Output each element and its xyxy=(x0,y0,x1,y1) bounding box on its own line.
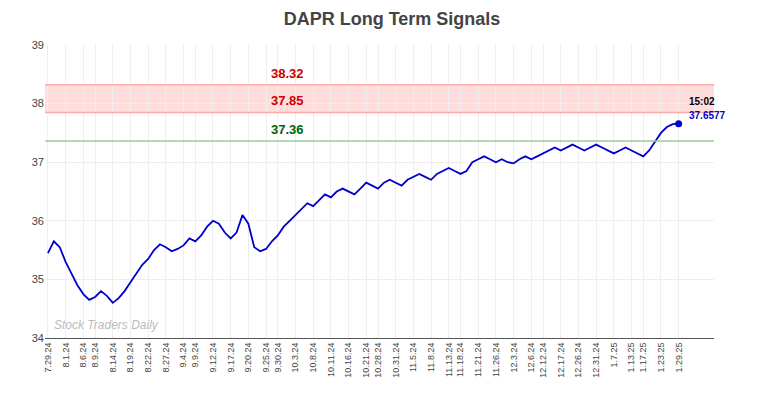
svg-text:12.31.24: 12.31.24 xyxy=(591,343,601,378)
svg-text:11.5.24: 11.5.24 xyxy=(408,343,418,372)
svg-text:7.29.24: 7.29.24 xyxy=(43,343,53,373)
svg-text:1.17.25: 1.17.25 xyxy=(638,343,648,373)
svg-text:12.26.24: 12.26.24 xyxy=(573,343,583,378)
svg-text:8.27.24: 8.27.24 xyxy=(161,343,171,373)
svg-text:10.28.24: 10.28.24 xyxy=(373,343,383,378)
svg-text:DAPR Long Term Signals: DAPR Long Term Signals xyxy=(284,9,501,29)
svg-text:9.12.24: 9.12.24 xyxy=(208,343,218,373)
svg-text:9.17.24: 9.17.24 xyxy=(226,343,236,373)
svg-text:12.3.24: 12.3.24 xyxy=(509,343,519,373)
svg-text:8.14.24: 8.14.24 xyxy=(108,343,118,373)
svg-text:10.16.24: 10.16.24 xyxy=(343,343,353,378)
svg-text:9.30.24: 9.30.24 xyxy=(273,343,283,373)
svg-text:9.20.24: 9.20.24 xyxy=(243,343,253,373)
svg-text:37.36: 37.36 xyxy=(271,122,304,137)
svg-text:8.1.24: 8.1.24 xyxy=(61,343,71,368)
svg-text:8.6.24: 8.6.24 xyxy=(78,343,88,368)
svg-text:36: 36 xyxy=(32,215,44,227)
svg-text:38.32: 38.32 xyxy=(271,66,304,81)
svg-text:12.17.24: 12.17.24 xyxy=(556,343,566,378)
svg-text:34: 34 xyxy=(32,332,44,344)
svg-text:1.13.25: 1.13.25 xyxy=(626,343,636,373)
svg-text:11.8.24: 11.8.24 xyxy=(426,343,436,372)
svg-text:12.12.24: 12.12.24 xyxy=(538,343,548,378)
svg-text:37.85: 37.85 xyxy=(271,93,304,108)
svg-text:10.31.24: 10.31.24 xyxy=(391,343,401,378)
svg-text:37: 37 xyxy=(32,156,44,168)
svg-text:35: 35 xyxy=(32,273,44,285)
svg-text:38: 38 xyxy=(32,97,44,109)
svg-text:1.29.25: 1.29.25 xyxy=(674,343,684,373)
svg-text:37.6577: 37.6577 xyxy=(689,110,726,121)
svg-text:8.19.24: 8.19.24 xyxy=(125,343,135,373)
svg-text:10.11.24: 10.11.24 xyxy=(326,343,336,377)
svg-text:9.25.24: 9.25.24 xyxy=(261,343,271,373)
svg-text:11.18.24: 11.18.24 xyxy=(455,343,465,377)
svg-text:15:02: 15:02 xyxy=(689,96,715,107)
svg-text:10.21.24: 10.21.24 xyxy=(361,343,371,378)
svg-text:11.21.24: 11.21.24 xyxy=(473,343,483,377)
svg-text:10.8.24: 10.8.24 xyxy=(308,343,318,373)
svg-text:11.26.24: 11.26.24 xyxy=(491,343,501,377)
svg-text:11.13.24: 11.13.24 xyxy=(444,343,454,377)
svg-text:Stock Traders Daily: Stock Traders Daily xyxy=(54,318,159,332)
svg-text:8.22.24: 8.22.24 xyxy=(143,343,153,373)
svg-text:1.7.25: 1.7.25 xyxy=(609,343,619,368)
svg-text:12.6.24: 12.6.24 xyxy=(526,343,536,373)
svg-text:8.9.24: 8.9.24 xyxy=(90,343,100,368)
svg-text:9.4.24: 9.4.24 xyxy=(178,343,188,368)
svg-text:1.23.25: 1.23.25 xyxy=(656,343,666,373)
svg-text:10.3.24: 10.3.24 xyxy=(290,343,300,373)
svg-text:9.9.24: 9.9.24 xyxy=(190,343,200,368)
svg-text:39: 39 xyxy=(32,39,44,51)
